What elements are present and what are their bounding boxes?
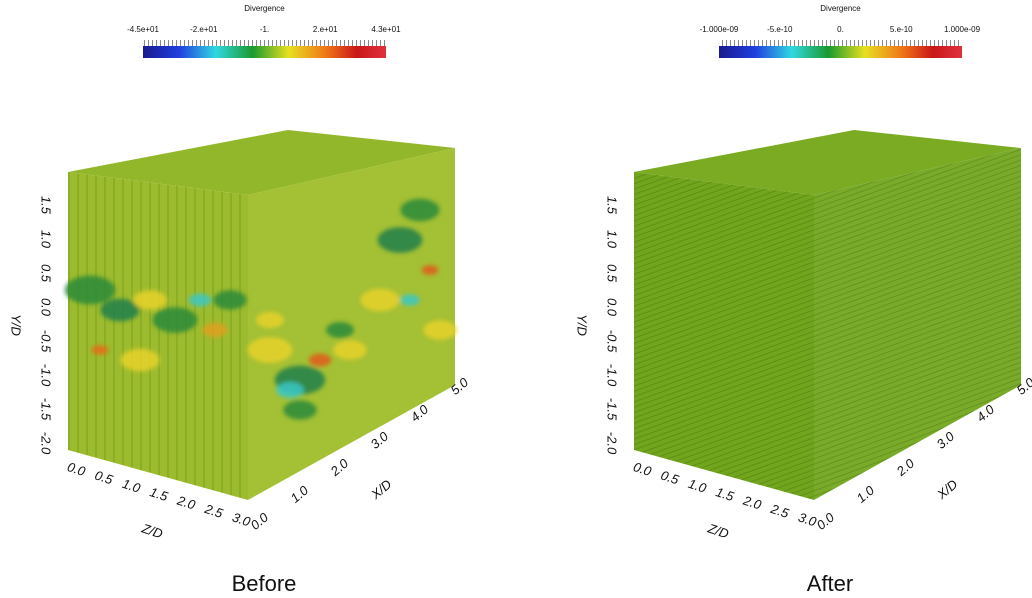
feature <box>64 275 116 305</box>
x-tick-label: 3.0 <box>934 428 958 452</box>
feature <box>400 198 440 222</box>
axis-label: Z/D <box>139 520 165 541</box>
feature <box>360 288 400 312</box>
feature <box>333 340 367 360</box>
feature <box>213 290 247 310</box>
colorbar-title: Divergence <box>244 4 285 13</box>
feature <box>400 294 420 306</box>
colorbar-tick-label: 1.000e-09 <box>944 25 981 34</box>
y-tick-label: 0.5 <box>39 264 54 283</box>
x-tick-label: 1.0 <box>288 482 312 506</box>
cube <box>634 130 1021 500</box>
cube-front <box>68 172 248 500</box>
colorbar-tick-label: 2.e+01 <box>313 25 338 34</box>
z-tick-label: 1.0 <box>686 476 709 496</box>
feature <box>308 353 332 367</box>
colorbar-minor-ticks <box>719 38 962 46</box>
y-tick-label: -2.0 <box>39 432 54 455</box>
colorbar-tick-label: -4.5e+01 <box>127 25 159 34</box>
colorbar-title: Divergence <box>820 4 861 13</box>
axis-label: Z/D <box>705 520 731 541</box>
feature <box>421 265 439 275</box>
y-tick-label: -2.0 <box>605 432 620 455</box>
cube-top <box>68 130 455 195</box>
y-tick-label: 1.0 <box>39 230 54 249</box>
feature <box>276 382 304 398</box>
z-tick-label: 0.0 <box>631 459 654 479</box>
y-tick-label: 1.5 <box>39 196 54 215</box>
z-tick-label: 3.0 <box>230 509 253 529</box>
feature <box>120 348 160 372</box>
cube-right <box>814 148 1021 500</box>
z-tick-label: 0.0 <box>65 459 88 479</box>
feature <box>377 227 423 253</box>
y-tick-label: 0.0 <box>39 298 54 317</box>
colorbar-minor-ticks <box>143 38 386 46</box>
z-tick-label: 0.5 <box>93 467 116 487</box>
caption: After <box>807 571 853 596</box>
y-tick-label: 0.0 <box>605 298 620 317</box>
colorbar-tick-label: -2.e+01 <box>190 25 218 34</box>
x-tick-label: 0.0 <box>814 509 838 533</box>
y-tick-label: -0.5 <box>39 330 54 353</box>
z-tick-label: 2.5 <box>202 501 226 521</box>
y-tick-label: -0.5 <box>605 330 620 353</box>
y-tick-label: 0.5 <box>605 264 620 283</box>
z-tick-label: 1.5 <box>714 484 737 504</box>
y-tick-label: 1.0 <box>605 230 620 249</box>
caption: Before <box>232 571 297 596</box>
colorbar-tick-label: 0. <box>837 25 844 34</box>
x-tick-label: 2.0 <box>893 455 918 479</box>
feature <box>247 337 293 363</box>
x-tick-label: 1.0 <box>854 482 878 506</box>
feature <box>202 322 228 338</box>
feature <box>91 345 109 355</box>
axis-label: Y/D <box>575 314 590 336</box>
feature <box>423 320 457 340</box>
z-tick-label: 1.0 <box>120 476 143 496</box>
colorbar-tick-label: 4.3e+01 <box>371 25 401 34</box>
axis-label: Y/D <box>9 314 24 336</box>
panels: Divergence -4.5e+01 -2.e+01 -1. 2.e+01 4.3e+0… <box>9 4 1032 596</box>
feature <box>256 312 284 328</box>
z-tick-label: 2.5 <box>768 501 792 521</box>
axis-label: X/D <box>933 476 960 502</box>
z-tick-label: 3.0 <box>796 509 819 529</box>
z-tick-label: 2.0 <box>740 492 764 512</box>
feature <box>326 322 354 338</box>
colorbar-tick-label: -1.000e-09 <box>700 25 739 34</box>
x-tick-label: 0.0 <box>248 509 272 533</box>
colorbar-tick-label: -1. <box>260 25 269 34</box>
cube-top <box>634 130 1021 195</box>
cube <box>64 130 457 500</box>
axis-label: X/D <box>367 476 394 502</box>
x-tick-label: 3.0 <box>368 428 392 452</box>
cube-front <box>634 172 814 500</box>
x-tick-label: 2.0 <box>327 455 352 479</box>
z-tick-label: 1.5 <box>148 484 171 504</box>
feature <box>100 298 140 322</box>
z-tick-label: 0.5 <box>659 467 682 487</box>
colorbar <box>719 46 962 58</box>
y-tick-label: -1.5 <box>39 398 54 421</box>
colorbar <box>143 46 386 58</box>
feature <box>133 290 167 310</box>
colorbar-tick-label: -5.e-10 <box>767 25 793 34</box>
feature <box>188 293 212 307</box>
z-tick-label: 2.0 <box>174 492 198 512</box>
panel: Divergence -1.000e-09 -5.e-10 0. 5.e-10 1.000… <box>575 4 1032 596</box>
colorbar-tick-label: 5.e-10 <box>890 25 913 34</box>
divergence-pattern <box>64 198 457 420</box>
y-tick-label: -1.5 <box>605 398 620 421</box>
feature <box>283 400 317 420</box>
y-tick-label: -1.0 <box>39 364 54 387</box>
y-tick-label: -1.0 <box>605 364 620 387</box>
feature <box>152 307 198 333</box>
y-tick-label: 1.5 <box>605 196 620 215</box>
panel: Divergence -4.5e+01 -2.e+01 -1. 2.e+01 4.3e+0… <box>9 4 472 596</box>
